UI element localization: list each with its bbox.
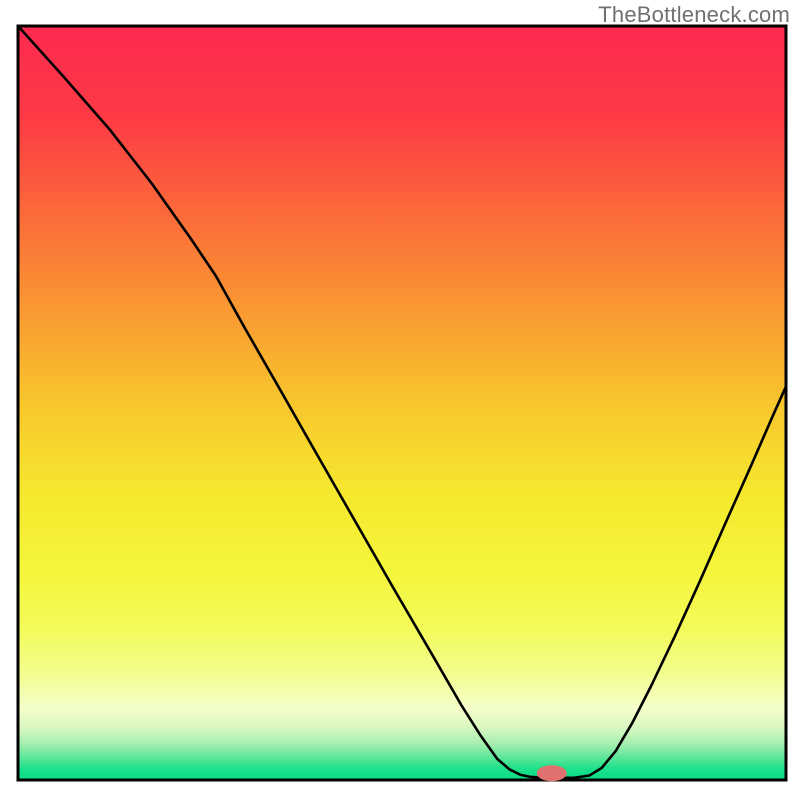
gradient-background [18, 26, 786, 780]
bottleneck-chart [0, 0, 800, 800]
optimal-point-marker [537, 765, 567, 781]
chart-container: TheBottleneck.com [0, 0, 800, 800]
watermark-text: TheBottleneck.com [598, 2, 790, 28]
